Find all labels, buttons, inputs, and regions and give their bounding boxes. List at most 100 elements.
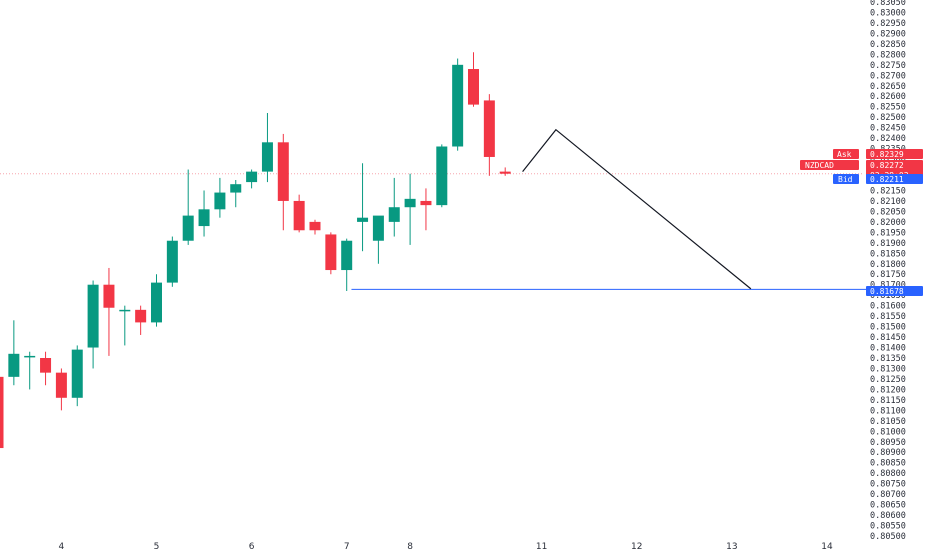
price-tick-label: 0.82050 — [870, 207, 906, 217]
price-tick-label: 0.82000 — [870, 218, 906, 228]
candle — [372, 215, 384, 264]
price-tick-label: 0.82900 — [870, 29, 906, 39]
price-tick-label: 0.81450 — [870, 333, 906, 343]
candle — [452, 58, 464, 151]
candle — [420, 188, 432, 231]
price-tick-label: 0.81900 — [870, 239, 906, 249]
candle — [103, 267, 115, 356]
candle — [135, 305, 147, 335]
candle — [436, 144, 448, 208]
price-tick-label: 0.81300 — [870, 364, 906, 374]
candle — [230, 180, 242, 208]
time-tick-label: 11 — [536, 542, 547, 550]
price-tick-label: 0.82950 — [870, 19, 906, 29]
candle-body — [372, 215, 384, 241]
price-tick-label: 0.80950 — [870, 438, 906, 448]
symbol-value: 0.82272 — [870, 161, 904, 170]
candle-body — [309, 221, 321, 231]
candle — [71, 345, 83, 407]
price-tick-label: 0.81750 — [870, 270, 906, 280]
level-value-bg — [866, 286, 923, 296]
candle — [182, 169, 194, 245]
candle-body — [24, 355, 36, 358]
candle-body — [388, 207, 400, 222]
price-tick-label: 0.81600 — [870, 302, 906, 312]
time-axis[interactable]: 4 5 6 7 8 11 12 13 14 — [59, 542, 833, 550]
price-tick-label: 0.81800 — [870, 260, 906, 270]
price-tick-label: 0.81050 — [870, 417, 906, 427]
price-tick-label: 0.82850 — [870, 40, 906, 50]
candle — [277, 133, 289, 231]
price-tick-label: 0.81350 — [870, 354, 906, 364]
candle — [309, 219, 321, 235]
candle — [8, 320, 20, 386]
price-tick-label: 0.80550 — [870, 522, 906, 532]
candle — [499, 167, 511, 176]
price-tick-label: 0.81400 — [870, 344, 906, 354]
candle — [24, 351, 36, 390]
candle — [388, 177, 400, 237]
candle — [40, 351, 52, 386]
candle — [261, 112, 273, 183]
price-tick-label: 0.81100 — [870, 406, 906, 416]
price-tick-label: 0.81150 — [870, 396, 906, 406]
candlestick-series — [0, 52, 511, 449]
candle-body — [71, 349, 83, 398]
candle-body — [277, 142, 289, 201]
candle-body — [341, 240, 353, 271]
candle-body — [8, 353, 20, 377]
price-tick-label: 0.80700 — [870, 490, 906, 500]
price-tick-label: 0.81700 — [870, 281, 906, 291]
price-tick-label: 0.80800 — [870, 469, 906, 479]
candle-body — [261, 142, 273, 172]
symbol-label-bg — [800, 160, 859, 170]
candle — [293, 194, 305, 233]
level-value: 0.81678 — [870, 287, 904, 296]
candle-body — [151, 282, 162, 323]
candle — [404, 173, 416, 245]
candle — [87, 280, 99, 369]
price-tick-label: 0.82150 — [870, 186, 906, 196]
projection-zigzag-drawing[interactable] — [522, 128, 752, 290]
ask-tag: Ask 0.82329 — [833, 149, 923, 159]
candle-body — [182, 215, 194, 241]
price-tick-label: 0.82750 — [870, 61, 906, 71]
price-tick-label: 0.81500 — [870, 323, 906, 333]
bid-tag: Bid 0.82211 — [833, 174, 923, 184]
candle — [166, 236, 178, 287]
time-tick-label: 6 — [249, 542, 255, 550]
candle — [0, 376, 4, 449]
symbol-label: NZDCAD — [805, 161, 834, 170]
price-tick-label: 0.81200 — [870, 385, 906, 395]
candle — [325, 232, 337, 275]
price-tick-label: 0.80750 — [870, 480, 906, 490]
candle — [246, 169, 258, 189]
candle — [468, 52, 479, 107]
price-tick-label: 0.80500 — [870, 532, 906, 542]
price-tick-label: 0.82650 — [870, 82, 906, 92]
price-tick-label: 0.83000 — [870, 8, 906, 18]
candle-body — [404, 198, 416, 208]
candle-body — [135, 309, 147, 323]
candle-body — [293, 200, 305, 231]
price-tick-label: 0.80650 — [870, 501, 906, 511]
price-tick-label: 0.80900 — [870, 448, 906, 458]
candle-body — [468, 69, 479, 105]
ask-label: Ask — [837, 150, 852, 159]
price-tick-label: 0.80600 — [870, 511, 906, 521]
candle — [198, 190, 210, 237]
bid-value: 0.82211 — [870, 175, 904, 184]
candle — [214, 177, 226, 218]
bid-label-bg — [833, 174, 859, 184]
time-tick-label: 14 — [821, 542, 833, 550]
candle-body — [357, 217, 369, 222]
price-axis[interactable]: 0.830500.830000.829500.829000.828500.828… — [870, 0, 906, 542]
price-tick-label: 0.82450 — [870, 124, 906, 134]
candle — [357, 163, 369, 252]
candle-body — [420, 200, 432, 206]
time-tick-label: 7 — [344, 542, 350, 550]
bid-value-bg — [866, 174, 923, 184]
price-tick-label: 0.82550 — [870, 103, 906, 113]
price-tick-label: 0.81550 — [870, 312, 906, 322]
